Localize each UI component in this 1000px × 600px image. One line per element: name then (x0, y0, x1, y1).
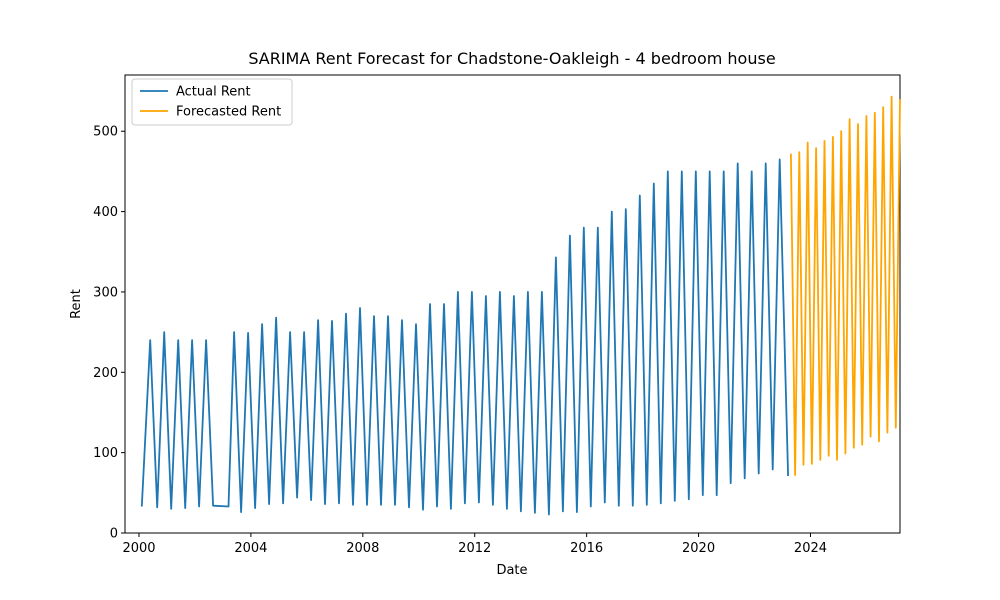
legend-label: Forecasted Rent (176, 105, 281, 120)
y-tick-label: 400 (93, 205, 118, 220)
y-axis-ticks: 0 100 200 300 400 500 (93, 125, 125, 542)
series-layer (140, 95, 901, 516)
x-axis-title: Date (496, 563, 527, 578)
x-axis-ticks: 2000 2004 2008 2012 2016 2020 2024 (122, 533, 827, 556)
x-tick-label: 2016 (570, 541, 603, 556)
legend-box (131, 78, 293, 126)
y-tick-label: 100 (93, 446, 118, 461)
y-tick-label: 500 (93, 125, 118, 140)
forecasted-rent-line (790, 95, 901, 477)
y-axis-title: Rent (69, 289, 84, 319)
x-tick-label: 2020 (682, 541, 715, 556)
chart-title: SARIMA Rent Forecast for Chadstone-Oakle… (248, 49, 775, 68)
y-tick-label: 200 (93, 366, 118, 381)
x-tick-label: 2024 (794, 541, 827, 556)
legend-label: Actual Rent (176, 85, 251, 100)
x-tick-label: 2004 (234, 541, 267, 556)
x-tick-label: 2012 (458, 541, 491, 556)
y-tick-label: 0 (110, 527, 118, 542)
x-tick-label: 2008 (346, 541, 379, 556)
y-tick-label: 300 (93, 285, 118, 300)
x-tick-label: 2000 (122, 541, 155, 556)
actual-rent-line (140, 158, 789, 516)
plot-frame (124, 74, 901, 534)
legend: Actual Rent Forecasted Rent (131, 78, 293, 126)
